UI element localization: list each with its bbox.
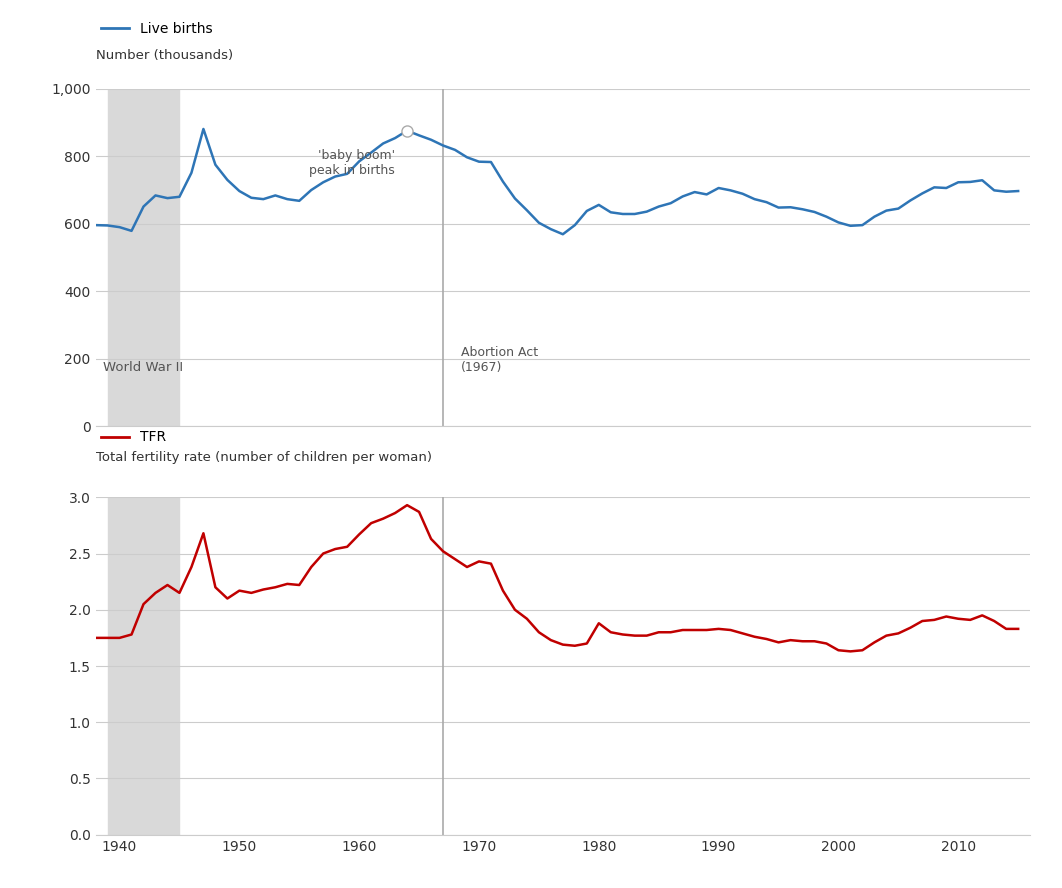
Text: World War II: World War II [103, 361, 184, 374]
Bar [107, 497, 179, 835]
Text: Abortion Act
(1967): Abortion Act (1967) [461, 346, 538, 374]
Bar [107, 89, 179, 426]
Text: 'baby boom'
peak in births: 'baby boom' peak in births [309, 149, 395, 178]
Legend: TFR: TFR [96, 425, 172, 450]
Text: Total fertility rate (number of children per woman): Total fertility rate (number of children… [96, 450, 431, 464]
Legend: Live births: Live births [96, 17, 218, 42]
Text: Number (thousands): Number (thousands) [96, 49, 233, 62]
